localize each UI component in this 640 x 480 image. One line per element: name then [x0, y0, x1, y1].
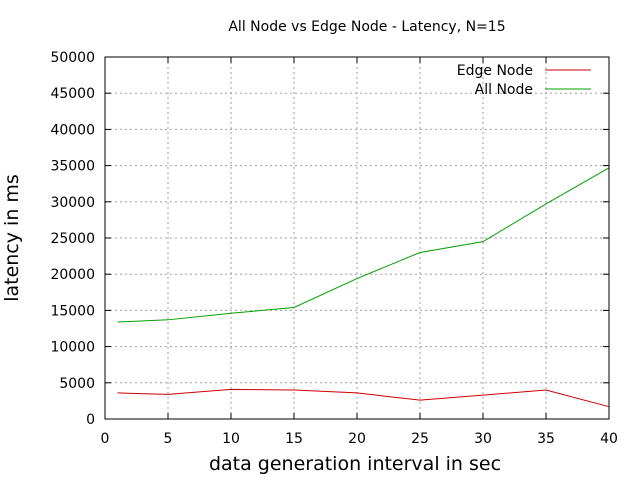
y-tick-label: 35000 — [50, 159, 95, 175]
y-tick-label: 15000 — [50, 303, 95, 319]
y-tick-label: 45000 — [50, 86, 95, 102]
y-tick-labels: 0 5000 10000 15000 20000 25000 30000 35000 40000… — [50, 50, 95, 428]
grid-lines — [105, 57, 609, 419]
legend-label: Edge Node — [457, 63, 533, 79]
x-tick-label: 40 — [600, 431, 618, 447]
chart-title: All Node vs Edge Node - Latency, N=15 — [228, 19, 505, 35]
y-tick-label: 5000 — [59, 376, 95, 392]
series-line-2 — [117, 167, 610, 323]
x-tick-label: 5 — [164, 431, 173, 447]
plot-frame — [104, 56, 610, 420]
legend-label: All Node — [475, 82, 533, 98]
x-tick-label: 10 — [222, 431, 240, 447]
x-tick-label: 30 — [474, 431, 492, 447]
x-tick-label: 25 — [411, 431, 429, 447]
x-axis-label: data generation interval in sec — [209, 453, 501, 475]
y-tick-label: 50000 — [50, 50, 95, 66]
y-tick-label: 40000 — [50, 122, 95, 138]
x-tick-label: 0 — [101, 431, 110, 447]
y-tick-label: 25000 — [50, 231, 95, 247]
y-axis-label: latency in ms — [1, 174, 23, 302]
x-tick-labels: 0 5 10 15 20 25 30 35 40 — [101, 431, 618, 447]
legend: Edge Node All Node — [457, 63, 591, 98]
series-lines — [117, 167, 610, 408]
x-tick-label: 15 — [285, 431, 303, 447]
y-tick-label: 10000 — [50, 340, 95, 356]
y-tick-label: 20000 — [50, 267, 95, 283]
y-tick-label: 0 — [86, 412, 95, 428]
y-tick-label: 30000 — [50, 195, 95, 211]
x-tick-label: 20 — [348, 431, 366, 447]
series-line-1 — [117, 388, 610, 408]
x-tick-label: 35 — [537, 431, 555, 447]
